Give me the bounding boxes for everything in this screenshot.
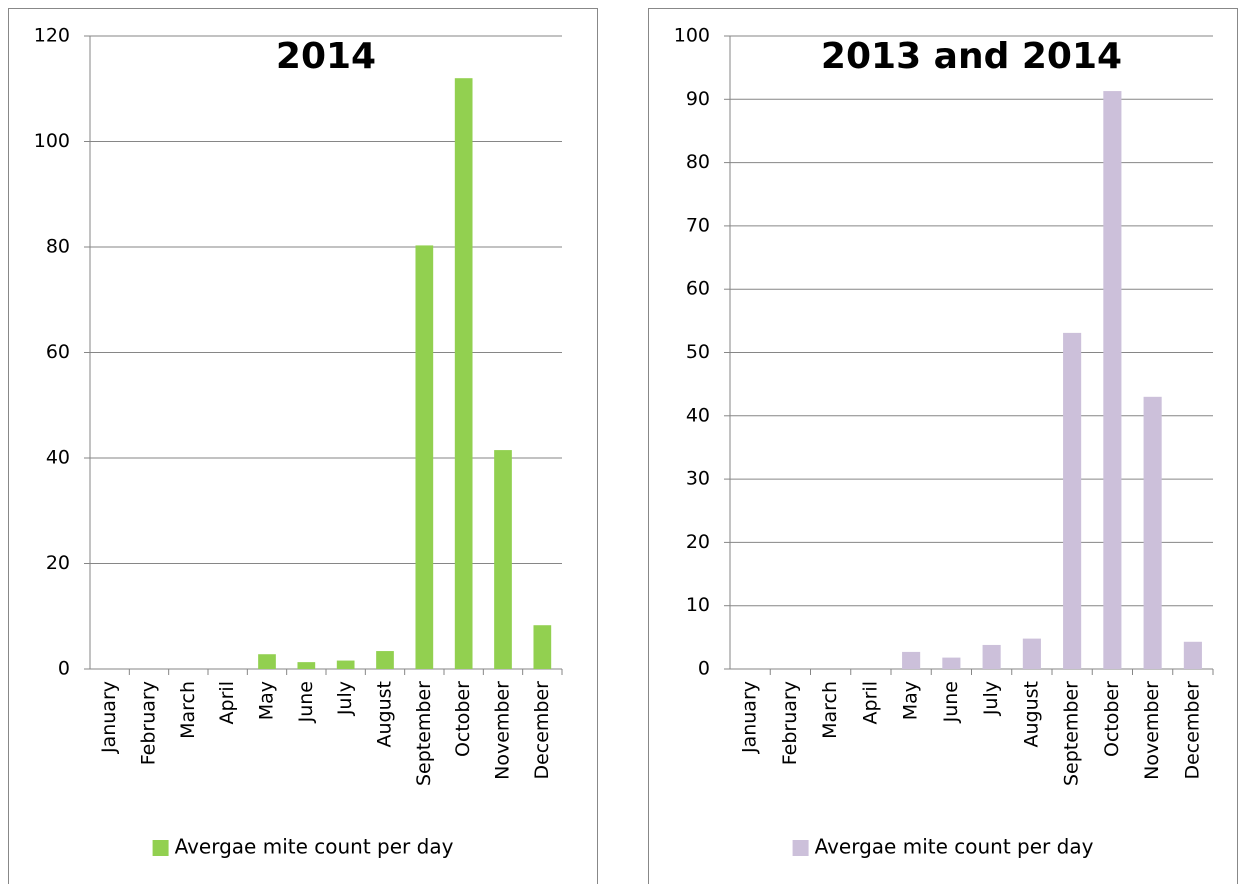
x-tick-label: June <box>940 681 962 723</box>
bar <box>1063 332 1082 669</box>
x-tick-label: May <box>256 681 278 720</box>
x-tick-label: January <box>739 681 761 754</box>
x-tick-label: February <box>138 681 160 765</box>
x-tick-label: February <box>779 681 801 765</box>
y-tick-label: 60 <box>46 341 70 363</box>
y-tick-label: 90 <box>686 88 710 110</box>
x-tick-label: November <box>492 681 514 780</box>
legend-label: Avergae mite count per day <box>815 835 1094 859</box>
x-tick-label: December <box>531 681 553 780</box>
y-tick-label: 30 <box>686 468 710 490</box>
y-tick-label: 50 <box>686 341 710 363</box>
bar <box>1103 91 1122 670</box>
x-tick-label: August <box>374 681 396 748</box>
y-tick-label: 100 <box>34 130 70 152</box>
x-tick-label: August <box>1020 681 1042 748</box>
bar <box>1183 641 1202 669</box>
y-tick-label: 70 <box>686 214 710 236</box>
x-tick-label: October <box>452 681 474 757</box>
bar <box>533 625 552 669</box>
chart-frame <box>8 8 598 884</box>
bar <box>415 245 434 670</box>
bar <box>942 657 961 669</box>
y-tick-label: 0 <box>698 658 710 680</box>
y-tick-label: 120 <box>34 25 70 47</box>
bar <box>1022 638 1041 669</box>
y-tick-label: 40 <box>46 447 70 469</box>
x-tick-label: April <box>216 681 238 724</box>
x-tick-label: July <box>980 681 1002 716</box>
bar <box>297 662 316 669</box>
x-tick-label: April <box>859 681 881 724</box>
x-tick-label: March <box>819 681 841 739</box>
x-tick-label: May <box>900 681 922 720</box>
bar <box>494 450 512 669</box>
chart-title: 2014 <box>276 36 376 77</box>
y-tick-label: 0 <box>58 658 70 680</box>
y-tick-label: 20 <box>46 552 70 574</box>
y-tick-label: 100 <box>674 25 710 47</box>
y-tick-label: 10 <box>686 594 710 616</box>
legend-swatch <box>792 840 809 856</box>
chart-title: 2013 and 2014 <box>821 36 1122 77</box>
bar <box>1143 396 1162 669</box>
bar <box>336 660 355 669</box>
x-tick-label: June <box>295 681 317 723</box>
y-tick-label: 80 <box>686 151 710 173</box>
x-tick-label: October <box>1101 681 1123 757</box>
bar <box>982 644 1001 669</box>
y-tick-label: 80 <box>46 236 70 258</box>
legend-swatch <box>152 840 169 856</box>
bar <box>902 651 921 669</box>
x-tick-label: March <box>177 681 199 739</box>
chart-frame <box>648 8 1238 884</box>
x-tick-label: July <box>334 681 356 716</box>
bar <box>258 654 276 669</box>
y-tick-label: 40 <box>686 404 710 426</box>
y-tick-label: 20 <box>686 531 710 553</box>
x-tick-label: September <box>1061 681 1083 786</box>
x-tick-label: January <box>98 681 120 754</box>
x-tick-label: December <box>1181 681 1203 780</box>
y-tick-label: 60 <box>686 278 710 300</box>
x-tick-label: November <box>1141 681 1163 780</box>
legend-label: Avergae mite count per day <box>175 835 454 859</box>
x-tick-label: September <box>413 681 435 786</box>
bar <box>454 78 473 669</box>
bar <box>376 651 394 669</box>
